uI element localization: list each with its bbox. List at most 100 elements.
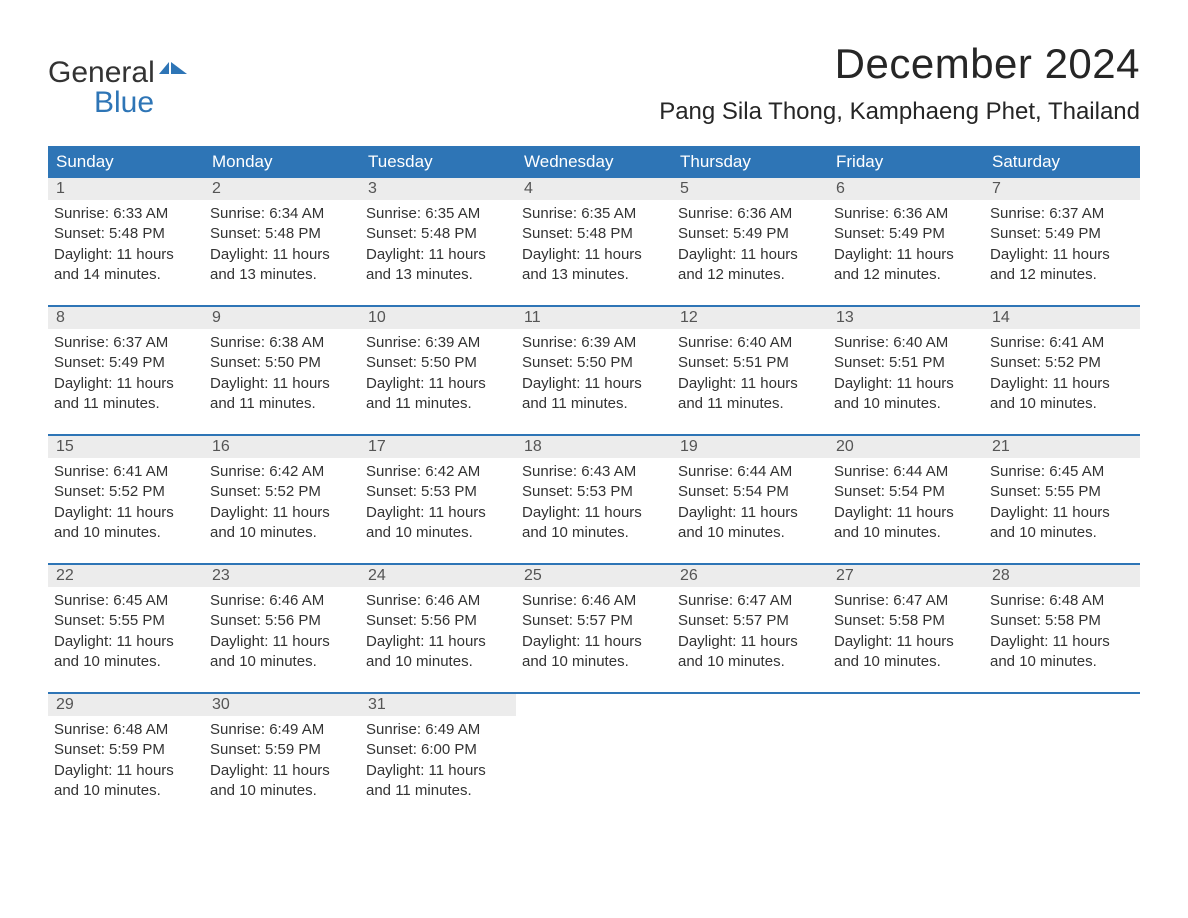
calendar-week: 15Sunrise: 6:41 AMSunset: 5:52 PMDayligh… (48, 436, 1140, 564)
day-number: 26 (672, 565, 828, 587)
weekday-header: Tuesday (360, 146, 516, 178)
day-body: Sunrise: 6:41 AMSunset: 5:52 PMDaylight:… (984, 329, 1140, 416)
day-number: 28 (984, 565, 1140, 587)
day-number: 6 (828, 178, 984, 200)
day-body: Sunrise: 6:47 AMSunset: 5:57 PMDaylight:… (672, 587, 828, 674)
day-body: Sunrise: 6:49 AMSunset: 6:00 PMDaylight:… (360, 716, 516, 803)
day-number: 9 (204, 307, 360, 329)
calendar-cell: 20Sunrise: 6:44 AMSunset: 5:54 PMDayligh… (828, 436, 984, 564)
weekday-header: Sunday (48, 146, 204, 178)
day-number: 12 (672, 307, 828, 329)
sunrise-line: Sunrise: 6:45 AM (54, 591, 198, 611)
day-body: Sunrise: 6:41 AMSunset: 5:52 PMDaylight:… (48, 458, 204, 545)
daylight-line: Daylight: 11 hours and 10 minutes. (522, 503, 666, 544)
sunrise-line: Sunrise: 6:48 AM (990, 591, 1134, 611)
day-body: Sunrise: 6:40 AMSunset: 5:51 PMDaylight:… (672, 329, 828, 416)
sunset-line: Sunset: 5:49 PM (54, 353, 198, 373)
sunrise-line: Sunrise: 6:39 AM (522, 333, 666, 353)
sunrise-line: Sunrise: 6:46 AM (522, 591, 666, 611)
day-body: Sunrise: 6:35 AMSunset: 5:48 PMDaylight:… (360, 200, 516, 287)
daylight-line: Daylight: 11 hours and 10 minutes. (522, 632, 666, 673)
title-block: December 2024 Pang Sila Thong, Kamphaeng… (659, 40, 1140, 140)
sunset-line: Sunset: 5:48 PM (366, 224, 510, 244)
day-number: 30 (204, 694, 360, 716)
weekday-header: Monday (204, 146, 360, 178)
weekday-header: Thursday (672, 146, 828, 178)
calendar-cell: 29Sunrise: 6:48 AMSunset: 5:59 PMDayligh… (48, 694, 204, 822)
day-body: Sunrise: 6:49 AMSunset: 5:59 PMDaylight:… (204, 716, 360, 803)
day-number: 23 (204, 565, 360, 587)
day-number: 29 (48, 694, 204, 716)
day-body: Sunrise: 6:34 AMSunset: 5:48 PMDaylight:… (204, 200, 360, 287)
calendar-cell: 9Sunrise: 6:38 AMSunset: 5:50 PMDaylight… (204, 307, 360, 435)
day-body: Sunrise: 6:46 AMSunset: 5:56 PMDaylight:… (204, 587, 360, 674)
sunrise-line: Sunrise: 6:48 AM (54, 720, 198, 740)
brand-line2: Blue (48, 88, 187, 118)
calendar-cell: 25Sunrise: 6:46 AMSunset: 5:57 PMDayligh… (516, 565, 672, 693)
day-number: 8 (48, 307, 204, 329)
daylight-line: Daylight: 11 hours and 10 minutes. (990, 503, 1134, 544)
day-number: 4 (516, 178, 672, 200)
day-body: Sunrise: 6:36 AMSunset: 5:49 PMDaylight:… (828, 200, 984, 287)
day-body: Sunrise: 6:42 AMSunset: 5:53 PMDaylight:… (360, 458, 516, 545)
sunset-line: Sunset: 5:52 PM (210, 482, 354, 502)
sunrise-line: Sunrise: 6:46 AM (210, 591, 354, 611)
sunrise-line: Sunrise: 6:40 AM (834, 333, 978, 353)
sunrise-line: Sunrise: 6:49 AM (210, 720, 354, 740)
sunset-line: Sunset: 5:55 PM (54, 611, 198, 631)
sunset-line: Sunset: 5:58 PM (834, 611, 978, 631)
day-number: 1 (48, 178, 204, 200)
day-body: Sunrise: 6:42 AMSunset: 5:52 PMDaylight:… (204, 458, 360, 545)
daylight-line: Daylight: 11 hours and 10 minutes. (678, 632, 822, 673)
day-number: 27 (828, 565, 984, 587)
day-body: Sunrise: 6:36 AMSunset: 5:49 PMDaylight:… (672, 200, 828, 287)
calendar-header-row: SundayMondayTuesdayWednesdayThursdayFrid… (48, 146, 1140, 178)
flag-icon (159, 58, 187, 88)
sunset-line: Sunset: 5:50 PM (210, 353, 354, 373)
month-title: December 2024 (659, 40, 1140, 88)
sunset-line: Sunset: 5:51 PM (678, 353, 822, 373)
day-body: Sunrise: 6:37 AMSunset: 5:49 PMDaylight:… (984, 200, 1140, 287)
day-body: Sunrise: 6:35 AMSunset: 5:48 PMDaylight:… (516, 200, 672, 287)
day-body: Sunrise: 6:47 AMSunset: 5:58 PMDaylight:… (828, 587, 984, 674)
daylight-line: Daylight: 11 hours and 10 minutes. (366, 503, 510, 544)
sunrise-line: Sunrise: 6:42 AM (366, 462, 510, 482)
day-number: 2 (204, 178, 360, 200)
day-number: 19 (672, 436, 828, 458)
day-body: Sunrise: 6:46 AMSunset: 5:56 PMDaylight:… (360, 587, 516, 674)
daylight-line: Daylight: 11 hours and 10 minutes. (834, 632, 978, 673)
sunset-line: Sunset: 5:49 PM (678, 224, 822, 244)
sunset-line: Sunset: 5:50 PM (366, 353, 510, 373)
day-number: 16 (204, 436, 360, 458)
daylight-line: Daylight: 11 hours and 11 minutes. (678, 374, 822, 415)
calendar-cell: 8Sunrise: 6:37 AMSunset: 5:49 PMDaylight… (48, 307, 204, 435)
calendar-cell (984, 694, 1140, 822)
location-title: Pang Sila Thong, Kamphaeng Phet, Thailan… (659, 98, 1140, 126)
daylight-line: Daylight: 11 hours and 13 minutes. (366, 245, 510, 286)
daylight-line: Daylight: 11 hours and 12 minutes. (834, 245, 978, 286)
calendar-week: 1Sunrise: 6:33 AMSunset: 5:48 PMDaylight… (48, 178, 1140, 306)
sunset-line: Sunset: 5:48 PM (54, 224, 198, 244)
daylight-line: Daylight: 11 hours and 11 minutes. (366, 761, 510, 802)
day-body: Sunrise: 6:46 AMSunset: 5:57 PMDaylight:… (516, 587, 672, 674)
daylight-line: Daylight: 11 hours and 10 minutes. (678, 503, 822, 544)
sunrise-line: Sunrise: 6:44 AM (834, 462, 978, 482)
day-number: 10 (360, 307, 516, 329)
day-body: Sunrise: 6:48 AMSunset: 5:58 PMDaylight:… (984, 587, 1140, 674)
day-number: 31 (360, 694, 516, 716)
sunset-line: Sunset: 5:59 PM (54, 740, 198, 760)
calendar-cell (672, 694, 828, 822)
day-number: 25 (516, 565, 672, 587)
sunrise-line: Sunrise: 6:49 AM (366, 720, 510, 740)
calendar-cell: 7Sunrise: 6:37 AMSunset: 5:49 PMDaylight… (984, 178, 1140, 306)
calendar-cell: 24Sunrise: 6:46 AMSunset: 5:56 PMDayligh… (360, 565, 516, 693)
sunset-line: Sunset: 5:48 PM (210, 224, 354, 244)
sunset-line: Sunset: 5:56 PM (366, 611, 510, 631)
sunrise-line: Sunrise: 6:34 AM (210, 204, 354, 224)
day-number: 15 (48, 436, 204, 458)
day-number: 20 (828, 436, 984, 458)
day-body: Sunrise: 6:45 AMSunset: 5:55 PMDaylight:… (984, 458, 1140, 545)
daylight-line: Daylight: 11 hours and 10 minutes. (54, 503, 198, 544)
calendar-cell: 11Sunrise: 6:39 AMSunset: 5:50 PMDayligh… (516, 307, 672, 435)
day-body: Sunrise: 6:43 AMSunset: 5:53 PMDaylight:… (516, 458, 672, 545)
